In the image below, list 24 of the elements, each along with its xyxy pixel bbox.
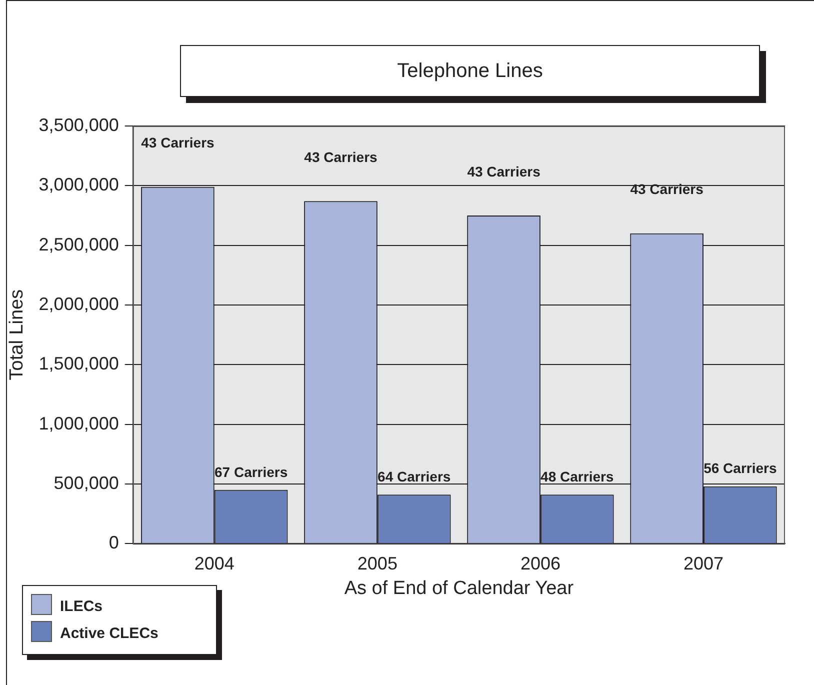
y-tick-label: 1,500,000 [38, 354, 119, 374]
annotation: 67 Carriers [214, 464, 288, 480]
x-axis-title: As of End of Calendar Year [344, 578, 574, 599]
y-tick-label: 2,500,000 [38, 234, 119, 254]
y-tick-label: 0 [108, 532, 119, 553]
annotation: 56 Carriers [704, 460, 777, 476]
y-tick-label: 3,000,000 [38, 174, 119, 195]
x-tick-label: 2005 [357, 553, 398, 574]
annotation: 43 Carriers [467, 163, 541, 180]
y-tick-label: 500,000 [54, 472, 119, 493]
x-tick-label: 2007 [683, 553, 724, 574]
annotation: 48 Carriers [540, 468, 614, 485]
annotation: 64 Carriers [378, 468, 451, 485]
y-tick-label: 1,000,000 [38, 413, 119, 434]
y-tick-label: 2,000,000 [38, 294, 119, 314]
annotation: 43 Carriers [304, 149, 378, 166]
x-tick-label: 2006 [520, 553, 560, 574]
annotation: 43 Carriers [141, 134, 215, 151]
legend-label: ILECs [60, 598, 103, 615]
chart-title: Telephone Lines [180, 45, 760, 97]
y-tick-label: 3,500,000 [38, 114, 119, 135]
x-tick-label: 2004 [194, 553, 234, 574]
y-axis-title: Total Lines [6, 289, 28, 380]
legend-label: Active CLECs [60, 625, 158, 642]
